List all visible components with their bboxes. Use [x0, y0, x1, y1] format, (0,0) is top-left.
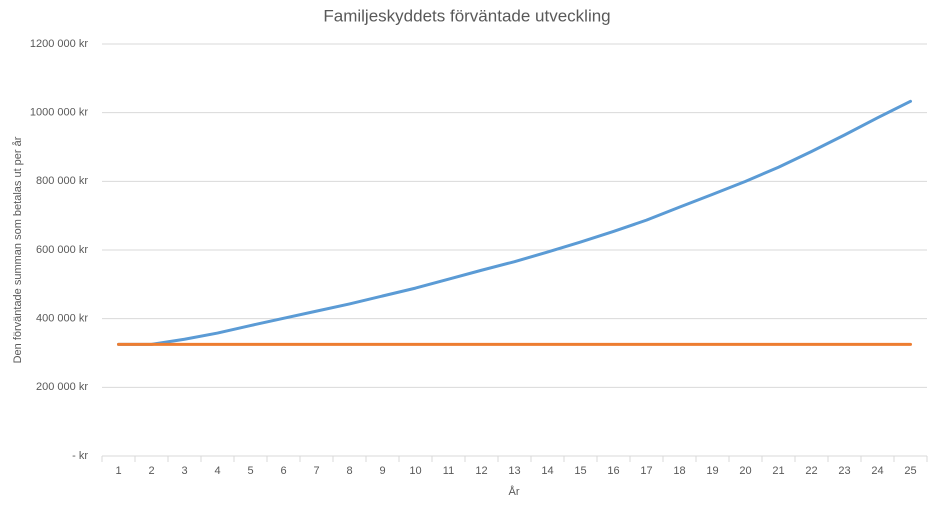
y-tick-label: 200 000 kr — [36, 381, 88, 393]
x-tick-label: 23 — [838, 465, 850, 477]
x-tick-label: 25 — [904, 465, 916, 477]
x-tick-label: 10 — [409, 465, 421, 477]
x-axis-label: År — [509, 485, 520, 498]
x-tick-label: 15 — [574, 465, 586, 477]
x-tick-label: 3 — [181, 465, 187, 477]
x-tick-label: 16 — [607, 465, 619, 477]
line-series — [117, 99, 912, 346]
x-tick-label: 2 — [148, 465, 154, 477]
x-tick-label: 1 — [115, 465, 121, 477]
y-tick-label: 600 000 kr — [36, 244, 88, 256]
y-tick-label: 800 000 kr — [36, 175, 88, 187]
y-tick-label: 400 000 kr — [36, 313, 88, 325]
x-tick-label: 17 — [640, 465, 652, 477]
y-tick-label: 1000 000 kr — [30, 107, 88, 119]
x-tick-label: 11 — [443, 465, 454, 477]
chart-title: Familjeskyddets förväntade utveckling — [323, 6, 610, 25]
x-tick-label: 12 — [475, 465, 487, 477]
x-tick-label: 20 — [739, 465, 751, 477]
x-tick-label: 5 — [247, 465, 253, 477]
x-tick-label: 21 — [772, 465, 784, 477]
y-tick-label: - kr — [72, 450, 88, 462]
x-tick-label: 19 — [706, 465, 718, 477]
x-tick-label: 6 — [280, 465, 286, 477]
x-tick-label: 14 — [541, 465, 553, 477]
x-tick-label: 4 — [214, 465, 220, 477]
x-tick-label: 8 — [346, 465, 352, 477]
y-axis-label: Den förväntade summan som betalas ut per… — [12, 136, 24, 363]
x-tick-label: 7 — [313, 465, 319, 477]
y-tick-label: 1200 000 kr — [30, 38, 88, 50]
x-tick-label: 9 — [379, 465, 385, 477]
x-tick-label: 22 — [805, 465, 817, 477]
x-tick-label: 18 — [673, 465, 685, 477]
x-tick-label: 24 — [871, 465, 883, 477]
x-tick-label: 13 — [508, 465, 520, 477]
